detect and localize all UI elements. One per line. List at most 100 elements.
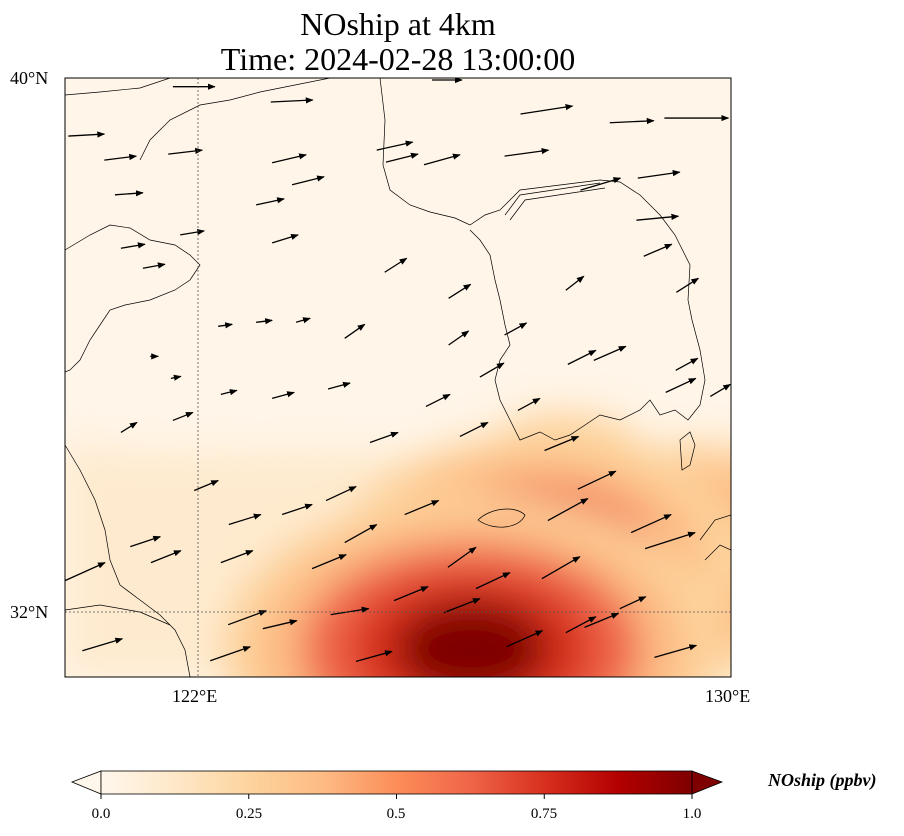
wind-arrow xyxy=(577,470,617,490)
wind-arrow xyxy=(228,513,262,526)
wind-arrow xyxy=(517,397,541,411)
wind-arrow xyxy=(170,374,182,381)
wind-arrow xyxy=(218,322,233,329)
wind-arrow xyxy=(393,586,429,602)
wind-arrow xyxy=(327,381,351,390)
chart-title: NOship at 4km xyxy=(300,6,496,42)
wind-arrow xyxy=(475,572,511,590)
wind-arrow xyxy=(459,421,489,438)
lon-tick-label: 130°E xyxy=(705,686,751,706)
lon-tick-label: 122°E xyxy=(172,686,218,706)
wind-arrow xyxy=(256,318,273,325)
colorbar-tick-label: 0.75 xyxy=(530,806,558,822)
wind-arrow xyxy=(270,97,314,104)
field-contour xyxy=(395,602,547,677)
wind-arrow xyxy=(262,619,298,630)
wind-arrow xyxy=(325,485,357,502)
wind-arrow xyxy=(256,197,285,206)
wind-arrow xyxy=(220,389,238,396)
wind-arrow xyxy=(547,497,589,522)
wind-arrow xyxy=(311,554,347,570)
colorbar-label: NOship (ppbv) xyxy=(768,770,877,790)
wind-arrow xyxy=(180,228,205,236)
wind-arrow xyxy=(448,283,472,299)
wind-arrow xyxy=(609,117,655,125)
wind-arrow xyxy=(643,243,673,257)
wind-arrow xyxy=(423,153,461,166)
wind-arrow xyxy=(565,616,597,634)
wind-arrow xyxy=(644,531,696,550)
wind-arrow xyxy=(665,377,697,393)
wind-arrow xyxy=(291,175,325,186)
chart-subtitle-time: Time: 2024-02-28 13:00:00 xyxy=(220,41,576,77)
wind-arrow xyxy=(120,242,146,249)
colorbar-tick-label: 0.0 xyxy=(91,806,111,822)
wind-arrow xyxy=(676,277,700,293)
wind-arrow xyxy=(565,275,585,291)
wind-arrow xyxy=(150,550,182,564)
wind-arrow xyxy=(82,637,124,652)
wind-arrow xyxy=(271,153,307,164)
wind-arrow xyxy=(544,435,580,452)
wind-arrow xyxy=(227,610,267,626)
wind-arrow xyxy=(637,170,681,179)
colorbar-tick-label: 0.5 xyxy=(386,806,406,822)
wind-arrow xyxy=(355,650,393,663)
wind-arrow xyxy=(168,147,204,155)
wind-arrow xyxy=(295,317,311,324)
wind-arrow xyxy=(344,323,366,339)
colorbar xyxy=(70,770,724,799)
wind-arrow xyxy=(619,596,647,610)
wind-arrow xyxy=(104,153,138,161)
wind-arrow xyxy=(425,393,451,407)
wind-arrow xyxy=(504,147,550,157)
colorbar-extend-min xyxy=(70,770,102,795)
map-axes xyxy=(65,78,731,677)
wind-arrow xyxy=(636,213,680,221)
colorbar-tick-label: 0.25 xyxy=(235,806,263,822)
wind-arrow xyxy=(506,630,544,648)
wind-arrow xyxy=(404,499,440,516)
lat-tick-label: 40°N xyxy=(10,68,49,88)
wind-vectors xyxy=(65,78,731,663)
wind-arrow xyxy=(520,104,574,115)
wind-arrow xyxy=(376,140,414,151)
wind-arrow xyxy=(142,262,166,269)
wind-arrow xyxy=(220,549,254,564)
wind-arrow xyxy=(193,479,219,492)
wind-arrow xyxy=(447,546,477,568)
colorbar-extend-max xyxy=(691,770,724,795)
wind-arrow xyxy=(504,322,528,336)
wind-arrow xyxy=(209,646,251,662)
wind-arrow xyxy=(114,190,144,197)
wind-arrow xyxy=(271,391,295,400)
coastlines xyxy=(65,78,731,677)
wind-arrow xyxy=(584,612,620,628)
wind-arrow xyxy=(675,357,699,371)
wind-arrow xyxy=(580,177,622,191)
wind-arrow xyxy=(281,503,313,516)
wind-arrow xyxy=(344,524,378,544)
wind-arrow xyxy=(271,233,299,244)
wind-arrow xyxy=(443,598,481,614)
wind-arrow xyxy=(68,131,106,138)
concentration-field xyxy=(65,411,731,677)
wind-arrow xyxy=(479,362,505,378)
wind-arrow xyxy=(384,257,408,273)
wind-arrow xyxy=(65,562,106,582)
wind-arrow xyxy=(630,513,672,534)
wind-arrow xyxy=(567,349,597,365)
wind-arrow xyxy=(654,644,698,659)
wind-arrow xyxy=(120,421,138,433)
wind-arrow xyxy=(172,411,194,422)
colorbar-bar xyxy=(100,770,693,795)
wind-arrow xyxy=(710,383,731,397)
wind-arrow xyxy=(369,431,399,444)
wind-arrow xyxy=(130,535,162,548)
wind-arrow xyxy=(385,152,419,163)
wind-arrow xyxy=(593,345,627,361)
wind-arrow xyxy=(448,330,470,346)
map-frame xyxy=(64,77,732,678)
colorbar-tick-label: 1.0 xyxy=(682,806,702,822)
